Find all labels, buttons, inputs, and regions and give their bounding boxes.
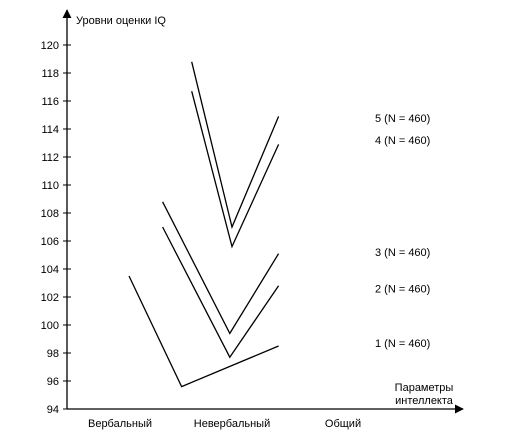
x-axis-title-line-1: Параметры [395, 382, 454, 394]
x-category-label: Общий [325, 418, 361, 430]
x-axis-categories: Вербальный Невербальный Общий [88, 418, 361, 430]
y-axis-ticks: 94 96 98 100 102 104 106 108 110 112 114 116 118 120 [41, 40, 71, 416]
series-label-3: 3 (N = 460) [375, 247, 430, 259]
y-tick-label: 94 [47, 404, 59, 416]
y-tick-label: 116 [41, 96, 59, 108]
series-lines [128, 61, 280, 388]
y-tick-label: 96 [47, 376, 59, 388]
series-line-2 [162, 226, 280, 359]
x-category-label: Невербальный [194, 418, 270, 430]
y-tick-label: 98 [47, 348, 59, 360]
series-labels: 1 (N = 460) 2 (N = 460) 3 (N = 460) 4 (N = … [375, 113, 430, 350]
y-tick-label: 102 [41, 292, 59, 304]
series-label-2: 2 (N = 460) [375, 284, 430, 296]
series-line-3 [162, 201, 280, 335]
series-label-4: 4 (N = 460) [375, 135, 430, 147]
y-tick-label: 100 [41, 320, 59, 332]
x-axis-title-line-2: интеллекта [395, 395, 454, 407]
series-label-5: 5 (N = 460) [375, 113, 430, 125]
y-tick-label: 120 [41, 40, 59, 52]
y-tick-label: 112 [41, 152, 59, 164]
y-tick-label: 104 [41, 264, 59, 276]
series-line-4 [191, 91, 280, 249]
series-line-5 [191, 61, 280, 230]
y-tick-label: 110 [41, 180, 59, 192]
y-tick-label: 118 [41, 68, 59, 80]
series-label-1: 1 (N = 460) [375, 338, 430, 350]
y-tick-label: 108 [41, 208, 59, 220]
y-axis-title: Уровни оценки IQ [76, 15, 166, 27]
y-tick-label: 114 [41, 124, 59, 136]
series-line-1 [128, 275, 279, 388]
x-category-label: Вербальный [88, 418, 152, 430]
y-tick-label: 106 [41, 236, 59, 248]
